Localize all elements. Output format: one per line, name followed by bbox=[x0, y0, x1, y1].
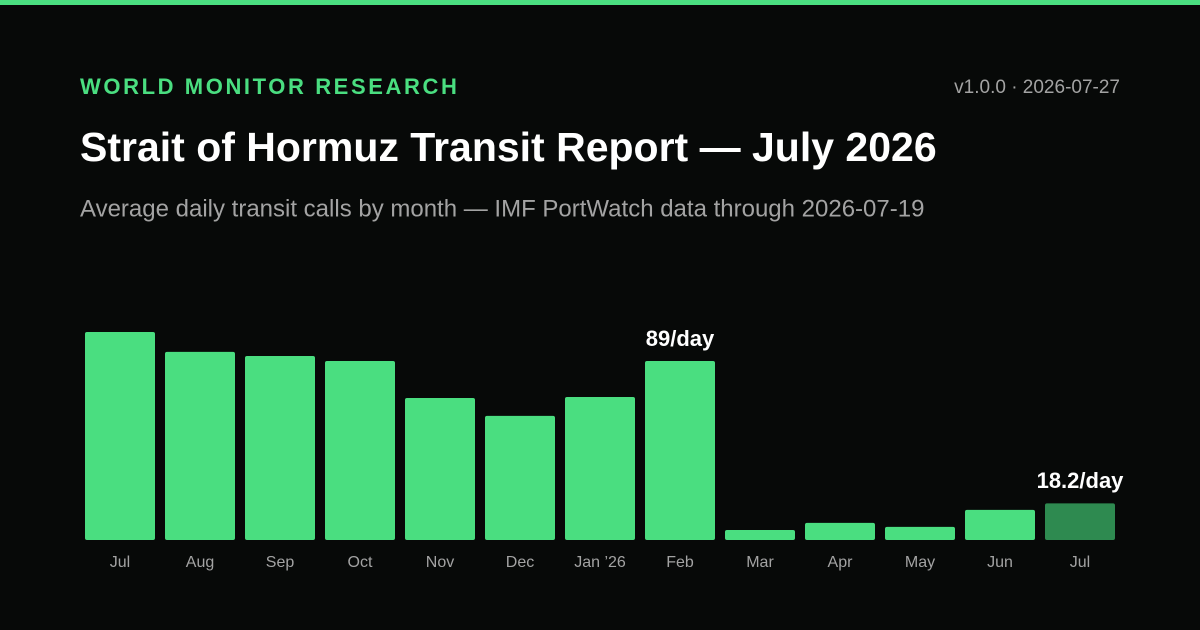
bar bbox=[565, 396, 635, 540]
x-tick-label: Jul bbox=[110, 554, 130, 571]
x-tick-label: Aug bbox=[186, 554, 214, 571]
x-tick-label: Apr bbox=[828, 554, 854, 571]
x-tick-label: Oct bbox=[348, 554, 373, 571]
chart-title: Strait of Hormuz Transit Report — July 2… bbox=[80, 124, 937, 170]
bar bbox=[85, 332, 155, 540]
value-label: 89/day bbox=[646, 326, 715, 351]
meta: v1.0.0 · 2026-07-27 bbox=[954, 77, 1120, 98]
x-tick-label: Dec bbox=[506, 554, 534, 571]
x-tick-label: Feb bbox=[666, 554, 694, 571]
x-tick-label: Jan ’26 bbox=[574, 554, 626, 571]
chart-subtitle: Average daily transit calls by month — I… bbox=[80, 195, 924, 222]
x-tick-label: May bbox=[905, 554, 935, 571]
bar bbox=[165, 351, 235, 540]
top-stripe bbox=[0, 0, 1200, 5]
x-tick-label: Mar bbox=[746, 554, 774, 571]
brand: WORLD MONITOR RESEARCH bbox=[80, 74, 459, 99]
bar bbox=[485, 415, 555, 540]
bar bbox=[1045, 503, 1115, 540]
bar bbox=[885, 526, 955, 540]
x-tick-label: Jul bbox=[1070, 554, 1090, 571]
bar bbox=[245, 355, 315, 540]
x-tick-label: Sep bbox=[266, 554, 295, 571]
x-tick-label: Jun bbox=[987, 554, 1013, 571]
bar bbox=[805, 522, 875, 540]
bar bbox=[325, 360, 395, 540]
value-label: 18.2/day bbox=[1037, 468, 1125, 493]
bar bbox=[405, 397, 475, 540]
bar bbox=[965, 509, 1035, 540]
x-tick-label: Nov bbox=[426, 554, 454, 571]
bar bbox=[725, 529, 795, 540]
bar bbox=[645, 360, 715, 540]
